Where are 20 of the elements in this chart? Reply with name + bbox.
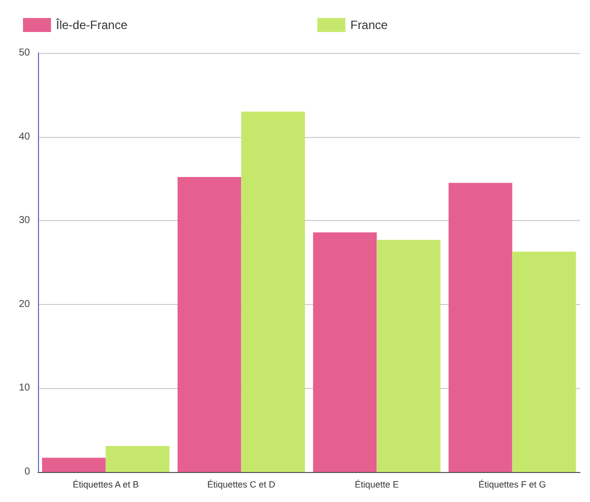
y-tick-label: 50 [18,48,30,58]
y-tick-label: 20 [18,298,30,310]
bar [42,458,106,472]
y-tick-label: 10 [18,382,30,394]
bar [178,177,242,472]
bar [313,232,377,472]
legend-label: France [350,18,388,32]
bar [376,240,440,472]
x-tick-label: Étiquettes A et B [72,480,139,490]
bar [106,446,170,472]
legend-label: Île-de-France [55,18,128,32]
x-tick-label: Étiquette E [354,480,399,490]
y-tick-label: 30 [18,215,30,226]
y-tick-label: 0 [24,466,30,478]
x-tick-label: Étiquettes C et D [207,480,276,490]
bar [512,252,576,472]
bar [448,182,512,472]
y-tick-label: 40 [18,131,30,142]
x-tick-label: Étiquettes F et G [478,480,546,490]
bar [241,112,305,472]
